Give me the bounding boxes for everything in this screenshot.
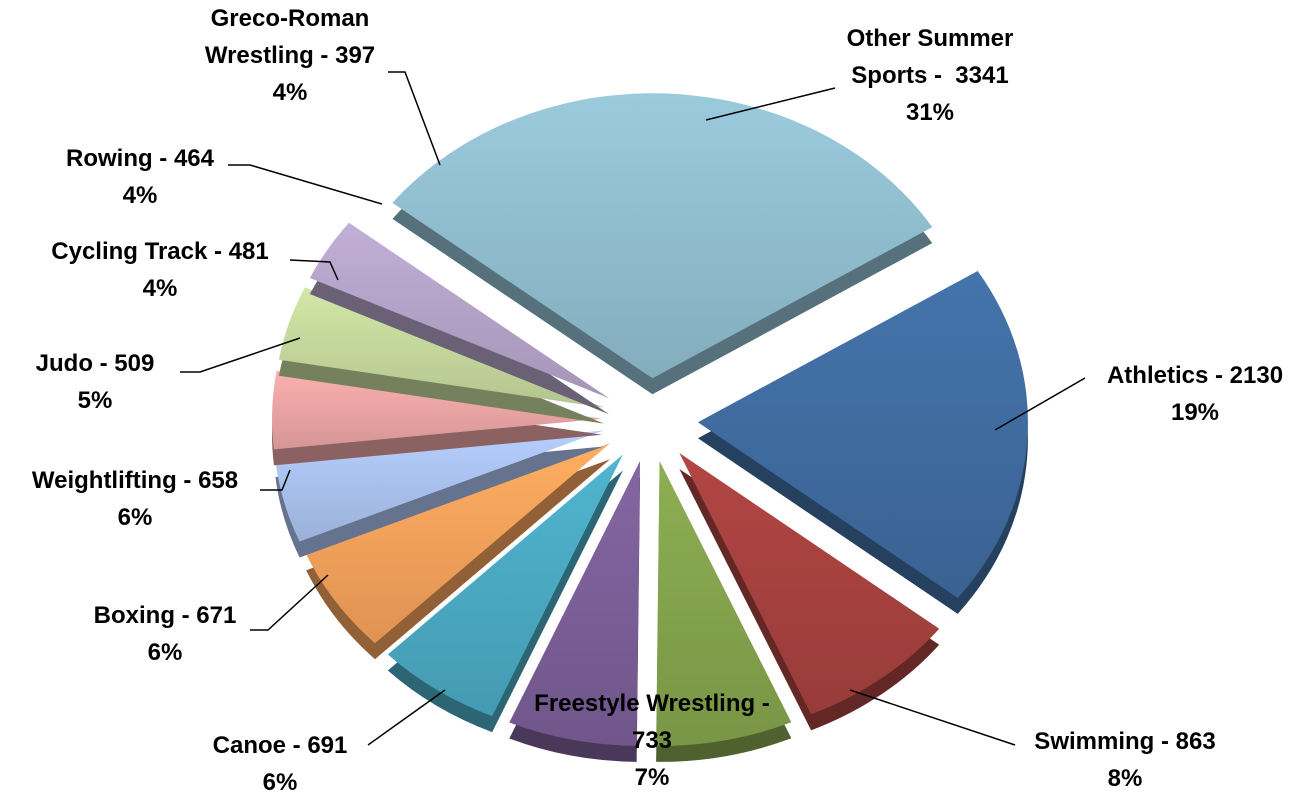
percent-label: 4% bbox=[272, 79, 308, 106]
data-label: Judo - 509 5% bbox=[36, 345, 155, 419]
percent-label: 4% bbox=[122, 182, 158, 209]
slice bbox=[392, 93, 933, 379]
data-label: Other Summer Sports - 3341 31% bbox=[815, 20, 1045, 131]
slice bbox=[272, 370, 603, 450]
percent-label: 6% bbox=[147, 639, 183, 666]
leader-line bbox=[705, 87, 836, 121]
leader-line bbox=[367, 689, 446, 746]
label-text: Weightlifting - 658 bbox=[31, 467, 239, 494]
slice bbox=[656, 460, 792, 746]
slice bbox=[509, 460, 641, 746]
percent-label: 8% bbox=[1107, 765, 1143, 792]
slice bbox=[387, 454, 623, 717]
leader-line bbox=[260, 469, 291, 491]
label-text: Greco-Roman Wrestling - 397 bbox=[204, 5, 377, 69]
data-label: Greco-Roman Wrestling - 397 4% bbox=[185, 0, 395, 111]
percent-label: 5% bbox=[77, 387, 113, 414]
data-label: Freestyle Wrestling - 733 7% bbox=[517, 685, 787, 794]
percent-label: 31% bbox=[905, 99, 955, 126]
label-text: Cycling Track - 481 bbox=[51, 238, 269, 265]
leader-line bbox=[994, 377, 1086, 431]
percent-label: 6% bbox=[117, 504, 153, 531]
label-text: Rowing - 464 bbox=[65, 145, 215, 172]
leader-line bbox=[289, 259, 339, 281]
slice bbox=[697, 271, 1028, 598]
data-label: Boxing - 671 6% bbox=[94, 597, 237, 671]
leader-line bbox=[388, 71, 441, 166]
data-label: Swimming - 863 8% bbox=[1034, 723, 1215, 794]
label-text: Athletics - 2130 bbox=[1106, 362, 1284, 389]
leader-line bbox=[849, 689, 1016, 746]
data-label: Rowing - 464 4% bbox=[66, 140, 214, 214]
label-text: Judo - 509 bbox=[35, 350, 155, 377]
slices bbox=[272, 93, 1028, 762]
label-text: Other Summer Sports - 3341 bbox=[846, 25, 1021, 89]
slice bbox=[679, 453, 940, 715]
data-label: Cycling Track - 481 4% bbox=[51, 233, 268, 307]
leader-line bbox=[250, 574, 329, 631]
percent-label: 19% bbox=[1170, 399, 1220, 426]
data-label: Canoe - 691 6% bbox=[213, 727, 348, 794]
percent-label: 7% bbox=[634, 764, 670, 791]
slice bbox=[306, 443, 611, 644]
leader-line bbox=[180, 337, 301, 373]
data-label: Athletics - 2130 19% bbox=[1107, 357, 1283, 431]
label-text: Swimming - 863 bbox=[1034, 728, 1216, 755]
leader-lines bbox=[180, 71, 1086, 746]
label-text: Canoe - 691 bbox=[212, 732, 348, 759]
percent-label: 6% bbox=[262, 769, 298, 794]
slice bbox=[309, 222, 610, 399]
percent-label: 4% bbox=[142, 275, 178, 302]
data-label: Weightlifting - 658 6% bbox=[32, 462, 238, 536]
label-text: Boxing - 671 bbox=[93, 602, 237, 629]
slice bbox=[275, 430, 604, 542]
label-text: Freestyle Wrestling - 733 bbox=[534, 690, 777, 754]
leader-line bbox=[228, 164, 383, 205]
